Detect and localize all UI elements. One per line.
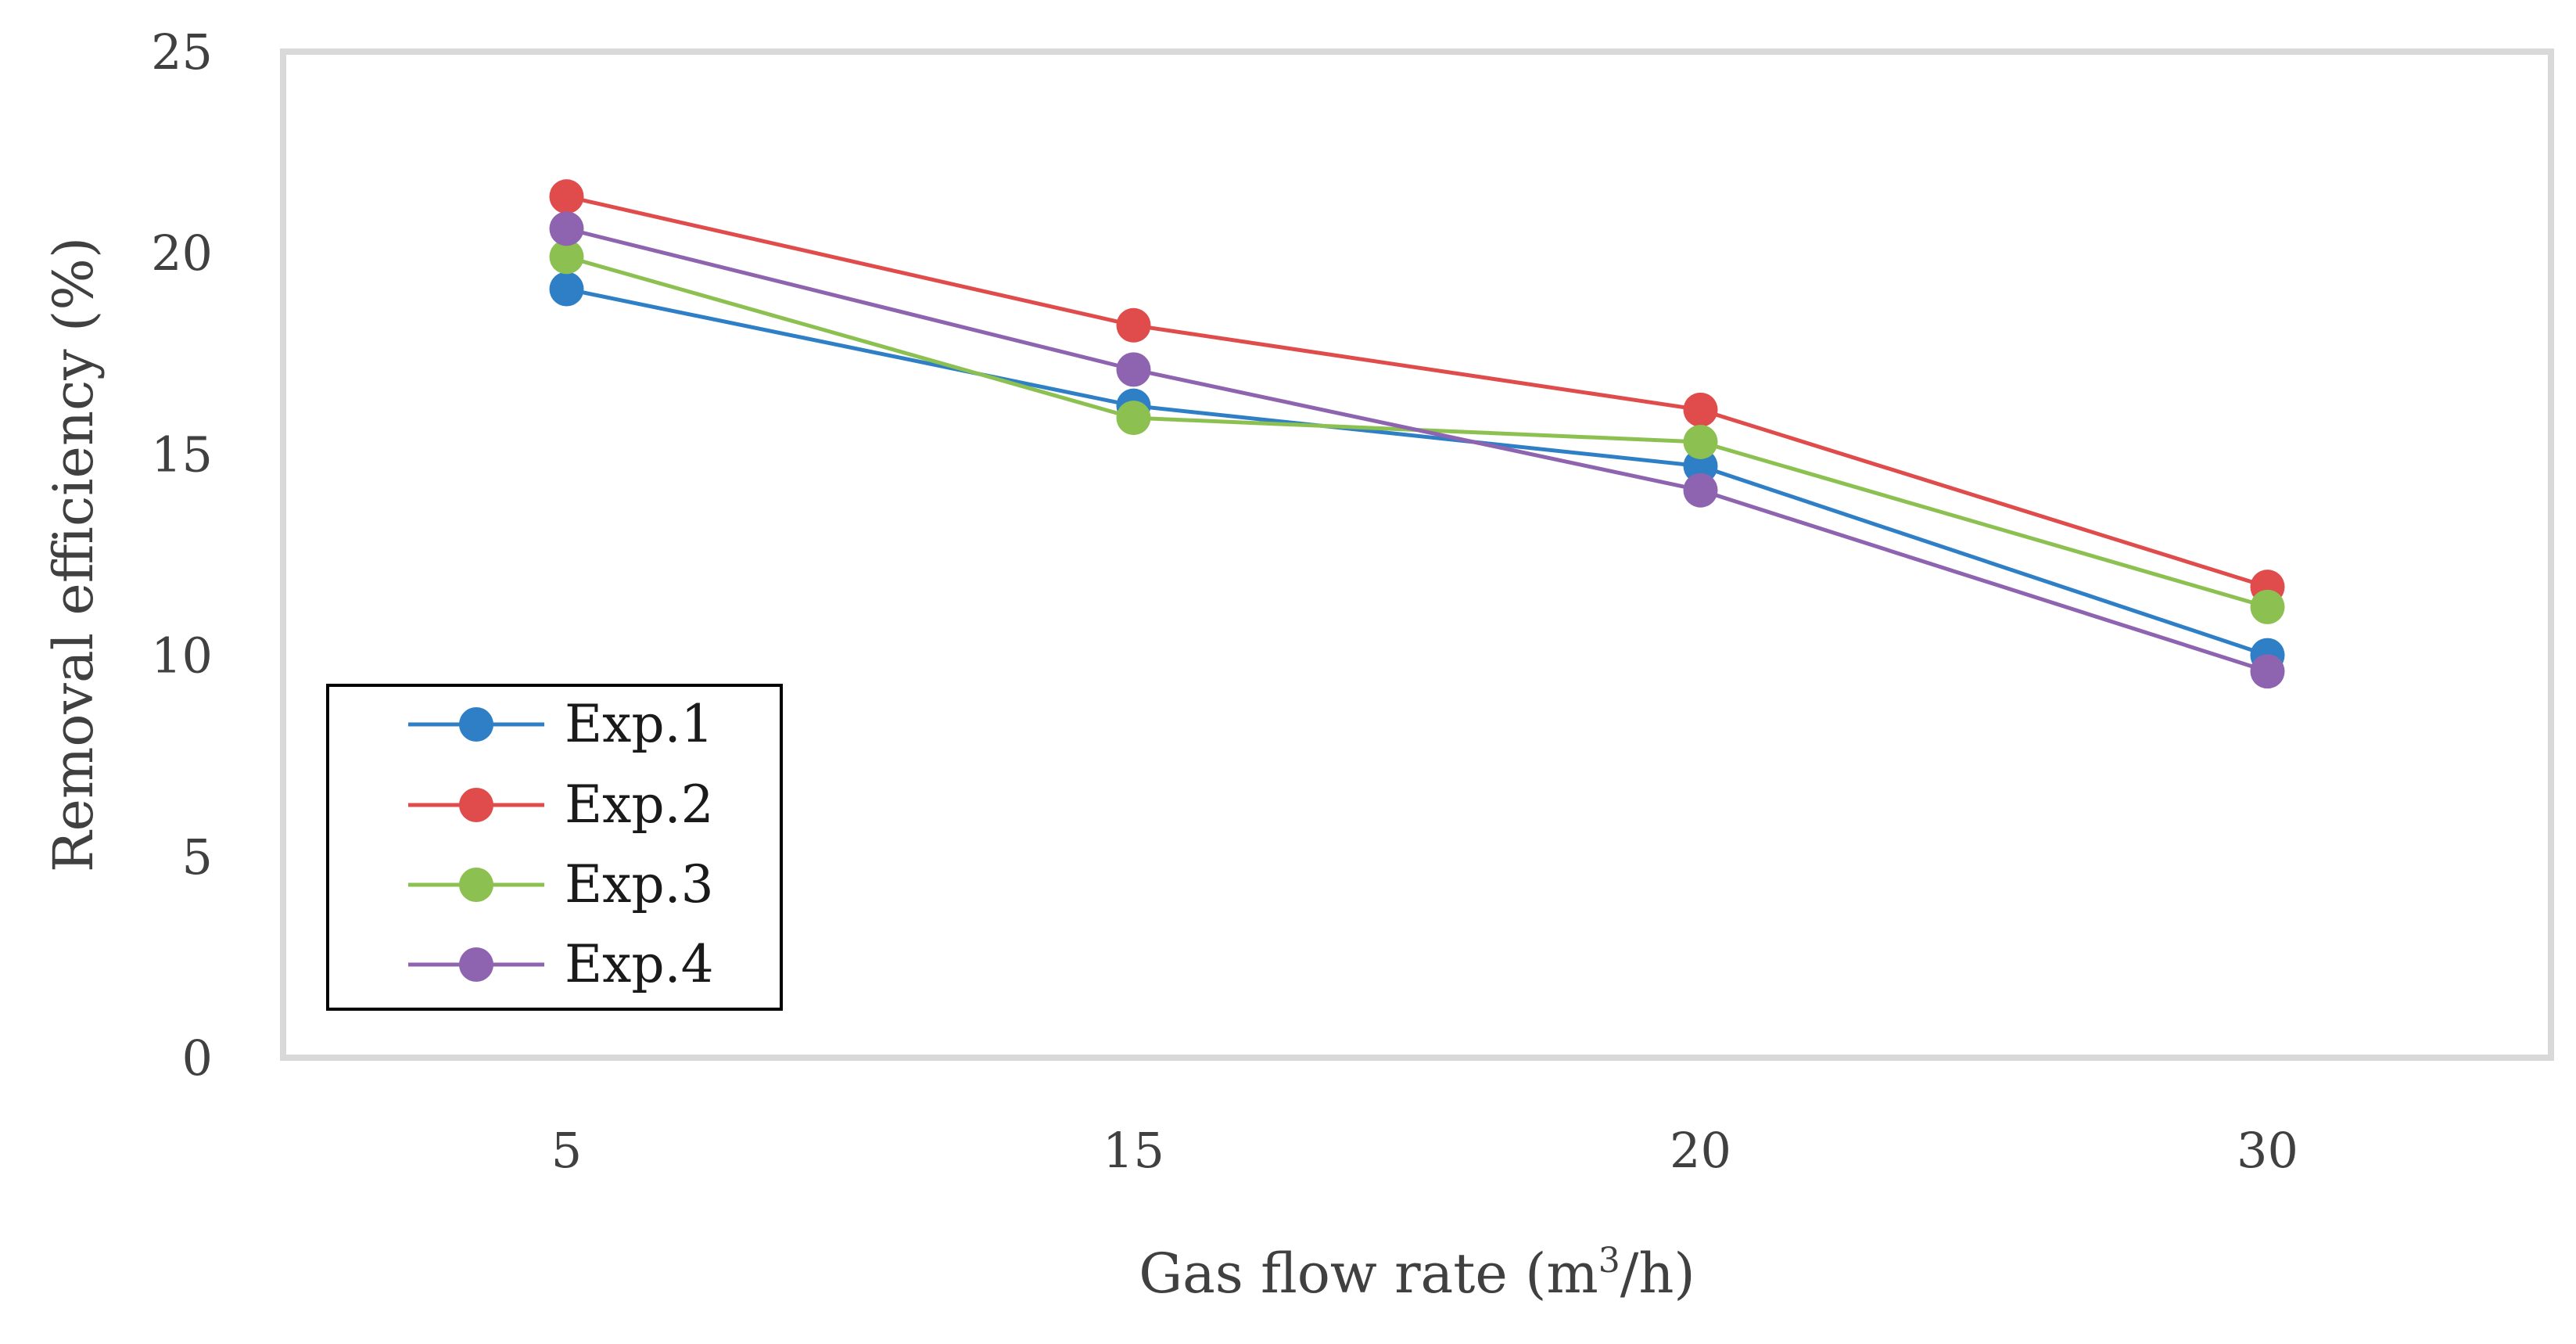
x-axis-title: Gas flow rate (m3/h)	[1139, 1241, 1695, 1306]
x-axis-ticks: 5 15 20 30	[551, 1122, 2298, 1179]
data-point	[1683, 392, 1718, 427]
legend-label: Exp.2	[565, 774, 714, 835]
legend-label: Exp.1	[565, 694, 714, 754]
series-4	[549, 211, 2285, 689]
y-tick-label: 25	[151, 23, 213, 81]
series-1	[549, 271, 2285, 673]
y-tick-label: 5	[182, 828, 213, 886]
data-point	[1683, 424, 1718, 459]
legend-box	[326, 684, 783, 1011]
series-line	[565, 254, 2269, 609]
x-tick-label: 20	[1670, 1122, 1731, 1179]
y-axis-ticks: 0 5 10 15 20 25	[151, 23, 213, 1087]
series-line	[565, 194, 2269, 589]
legend: Exp.1 Exp.2 Exp.3 Exp.4	[326, 684, 783, 1011]
y-tick-label: 20	[151, 225, 213, 282]
series-line	[565, 287, 2269, 657]
data-point	[549, 239, 584, 275]
data-point	[2250, 654, 2285, 689]
legend-label: Exp.4	[565, 934, 714, 994]
data-point	[1683, 473, 1718, 508]
x-tick-label: 30	[2237, 1122, 2298, 1179]
series-layer	[549, 179, 2285, 689]
y-tick-label: 10	[151, 627, 213, 685]
legend-item: Exp.1	[408, 694, 714, 754]
data-point	[549, 179, 584, 214]
series-3	[549, 239, 2285, 624]
y-tick-label: 0	[182, 1030, 213, 1087]
legend-marker	[459, 868, 493, 902]
data-point	[1116, 401, 1151, 436]
legend-marker	[459, 707, 493, 742]
x-tick-label: 5	[551, 1122, 582, 1179]
x-tick-label: 15	[1103, 1122, 1164, 1179]
series-line	[565, 226, 2269, 674]
legend-item: Exp.4	[408, 934, 714, 994]
data-point	[2250, 589, 2285, 624]
series-2	[549, 179, 2285, 605]
data-point	[549, 211, 584, 246]
legend-label: Exp.3	[565, 854, 714, 915]
legend-marker	[459, 947, 493, 982]
legend-item: Exp.3	[408, 854, 714, 915]
y-axis-title: Removal efficiency (%)	[41, 237, 106, 872]
legend-marker	[459, 788, 493, 822]
y-tick-label: 15	[151, 426, 213, 483]
plot-area-frame	[280, 49, 2554, 1061]
legend-item: Exp.2	[408, 774, 714, 835]
data-point	[1116, 307, 1151, 343]
data-point	[549, 271, 584, 307]
data-point	[1683, 448, 1718, 483]
data-point	[1116, 352, 1151, 387]
